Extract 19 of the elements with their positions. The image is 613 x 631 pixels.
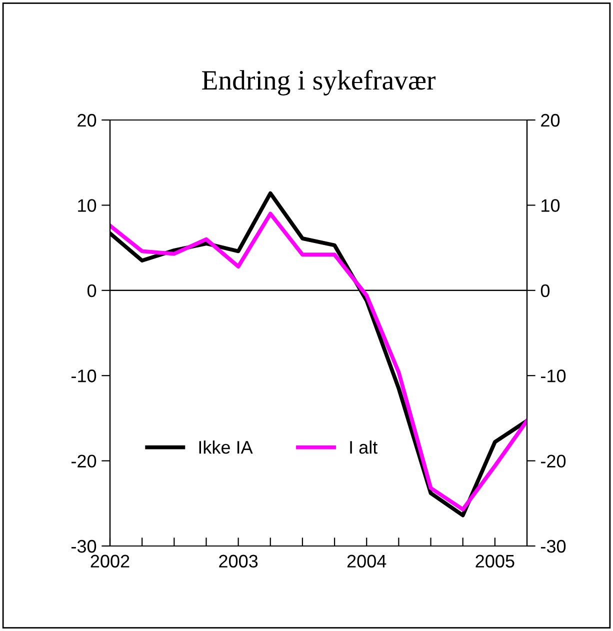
y-tick-label: -10	[72, 370, 96, 382]
chart-title: Endring i sykefravær	[202, 70, 436, 96]
x-tick-label: 2003	[219, 554, 258, 568]
y2-tick-label: 20	[541, 114, 560, 127]
y-tick-label: 0	[87, 284, 96, 298]
y-tick-label: -20	[72, 454, 96, 468]
y-tick-label: 10	[78, 199, 96, 212]
x-tick-label: 2002	[90, 554, 130, 568]
y2-tick-label: 0	[540, 284, 550, 298]
y-tick-label: 20	[78, 114, 96, 127]
y2-tick-label: -10	[540, 370, 566, 382]
y2-tick-label: -20	[540, 454, 566, 468]
x-tick-label: 2005	[476, 554, 514, 568]
x-tick-label: 2004	[347, 554, 386, 568]
y2-tick-label: 10	[542, 199, 560, 212]
y-tick-label: -30	[72, 540, 96, 553]
legend-label: I alt	[350, 440, 378, 454]
y2-tick-label: -30	[540, 540, 566, 553]
legend-label: Ikke IA	[199, 440, 253, 454]
